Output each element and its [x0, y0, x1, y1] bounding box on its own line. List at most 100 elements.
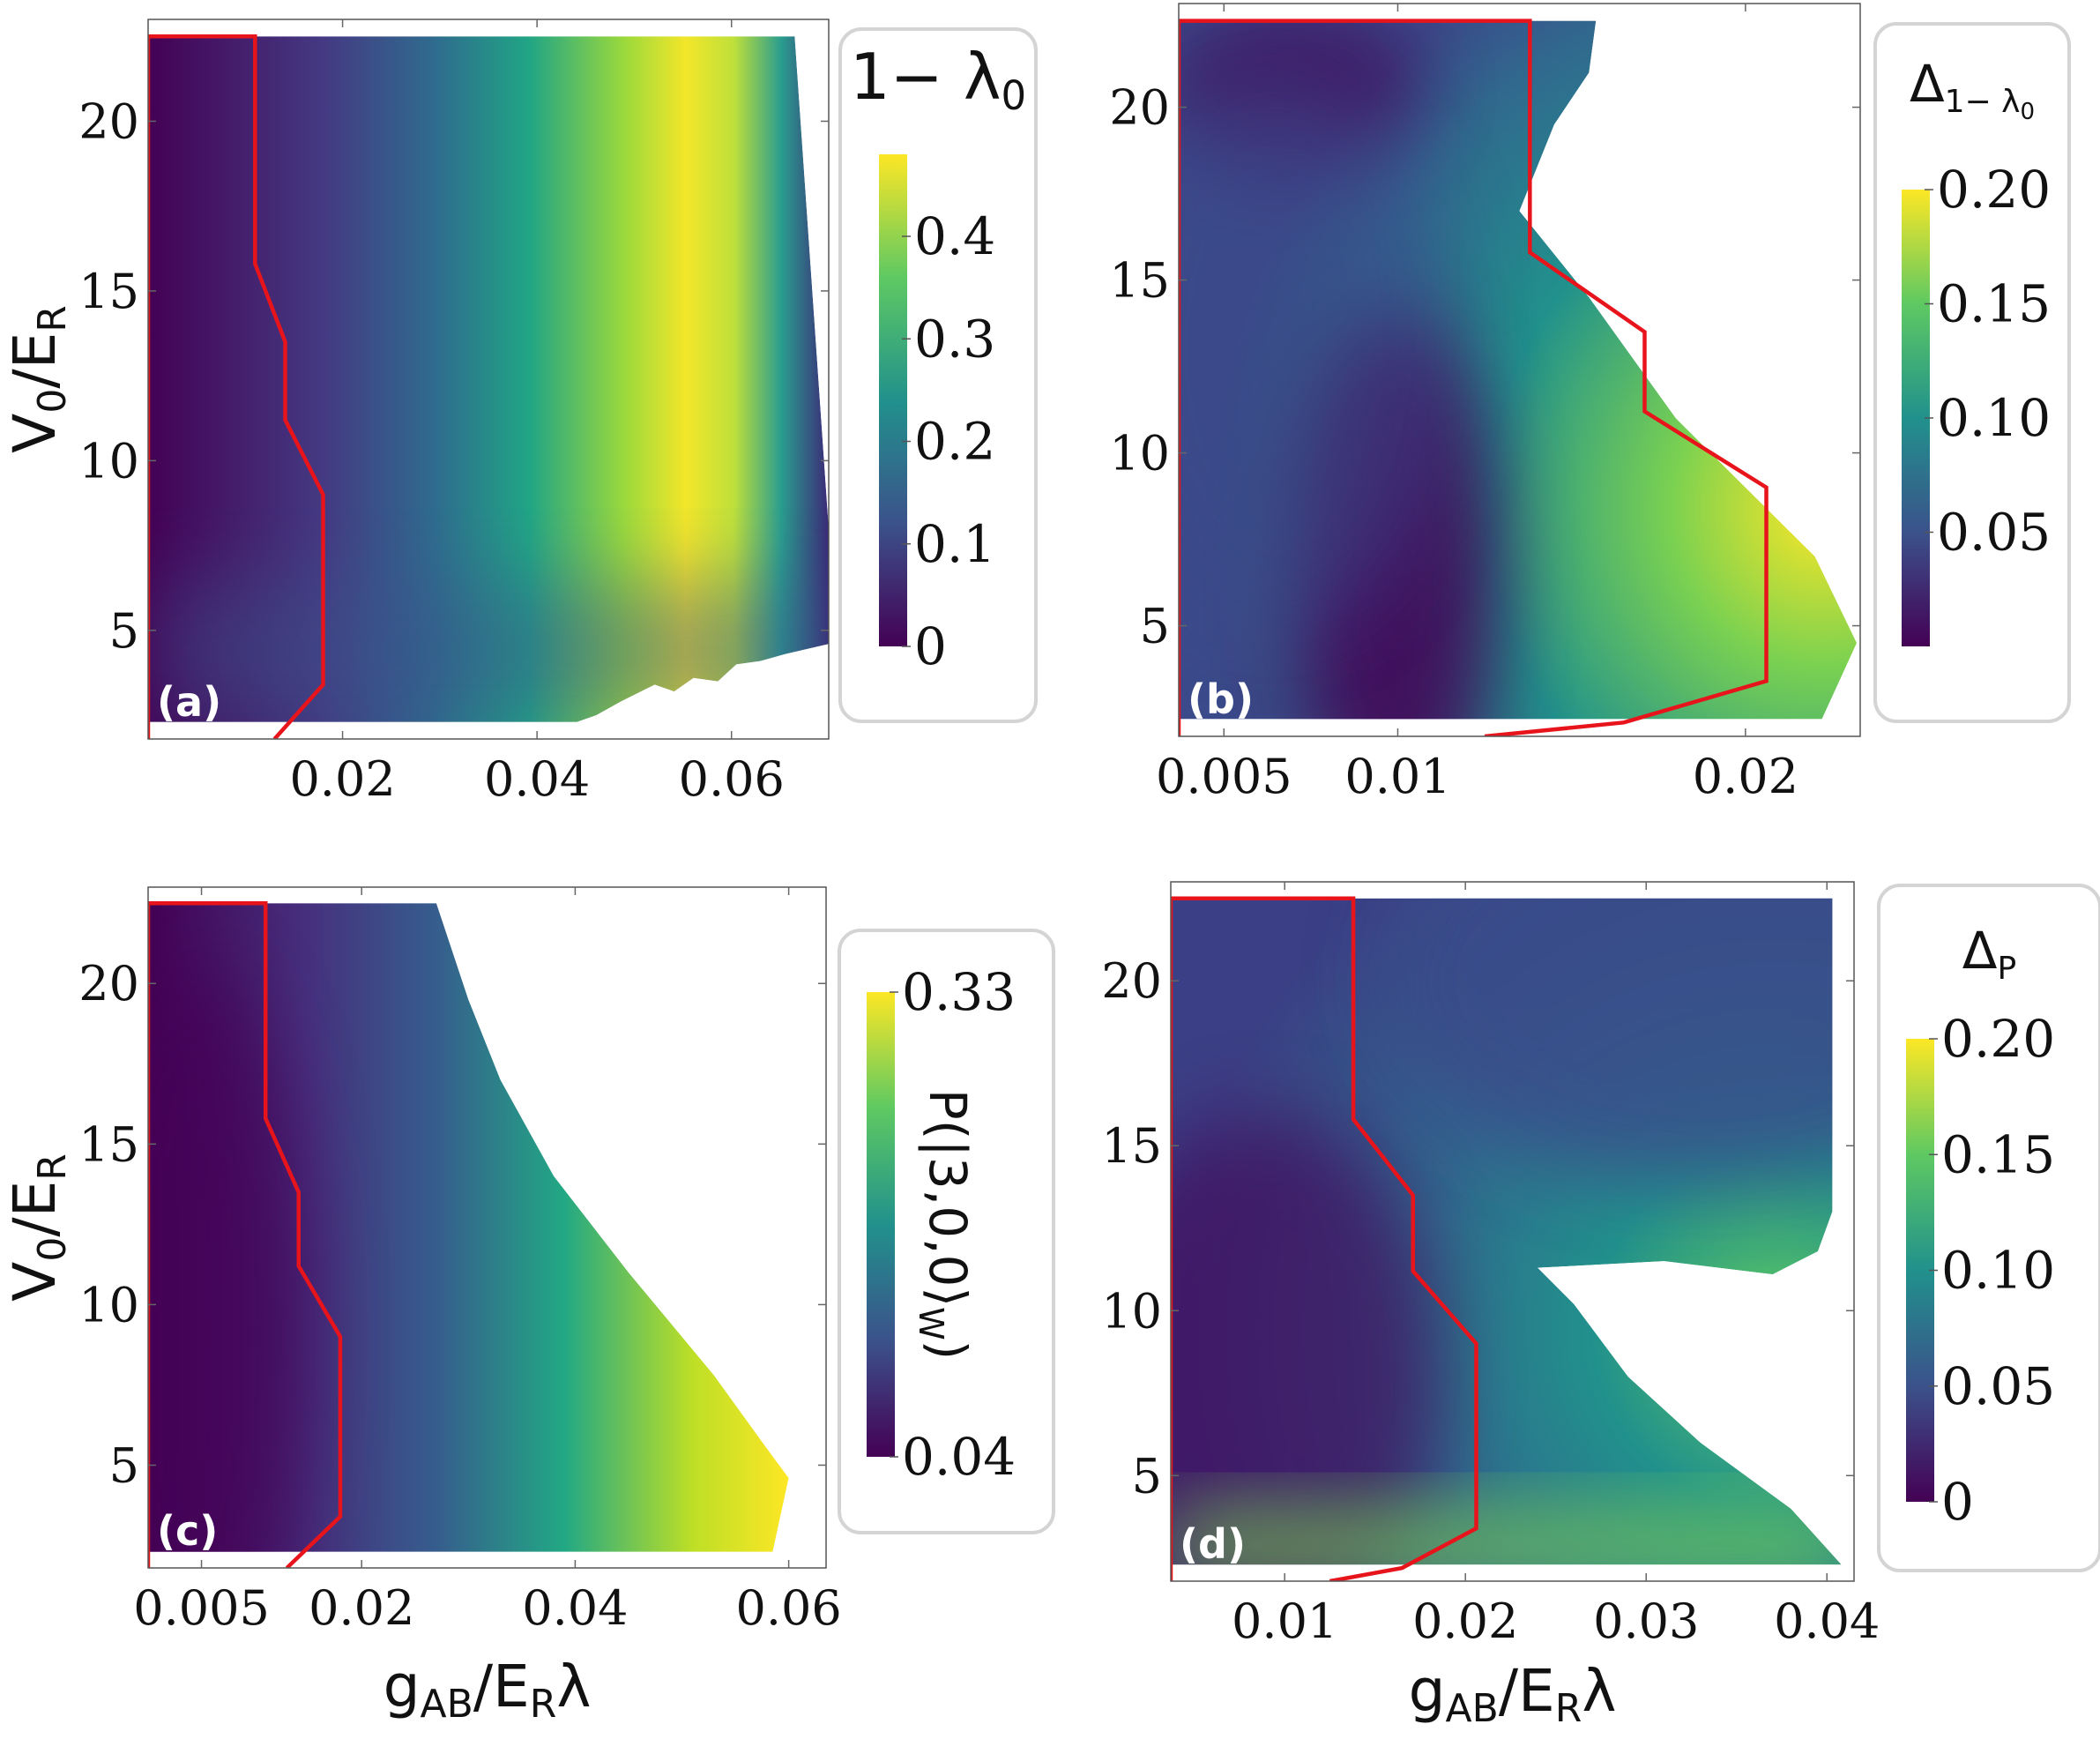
stability-boundary-line [1179, 19, 1769, 736]
x-tick-label: 0.005 [1156, 749, 1292, 804]
x-tick-label: 0.01 [1344, 749, 1450, 804]
colorbar-title: P(|3,0,0⟩W) [912, 1089, 978, 1361]
y-tick-label: 5 [1140, 599, 1170, 654]
plot-frame [147, 19, 830, 740]
x-axis-label-text: /E [473, 1653, 530, 1720]
x-tick-label: 0.02 [1693, 749, 1798, 804]
colorbar-tick-label: 0 [914, 616, 947, 676]
panel-label: (c) [157, 1507, 218, 1555]
colorbar-tick-label: 0 [1941, 1472, 1974, 1532]
colorbar-tick-label: 0.04 [902, 1427, 1016, 1487]
heatmap-shade [1171, 1508, 1842, 1565]
colorbar-tick-label: 0.05 [1941, 1356, 2055, 1416]
colorbar-title: ΔP [1962, 921, 2016, 987]
x-tick-label: 0.02 [289, 751, 395, 807]
colorbar-tick-label: 0.10 [1941, 1241, 2055, 1301]
panel-c: 0.005 0.02 0.04 0.065101520(c)V0/ERV0/ERgAB… [1, 886, 1055, 1727]
panel-label: (a) [157, 678, 221, 726]
colorbar-title: Δ1− λ0 [1910, 54, 2035, 125]
heatmap-domain [148, 36, 829, 722]
stability-boundary-line [148, 34, 325, 739]
y-axis-label: V0/ERV0/ER [1, 305, 75, 453]
heatmap [1171, 898, 1842, 1565]
colorbar-title-text: Δ [1962, 921, 1998, 981]
stability-boundary-line [1171, 896, 1478, 1581]
plot-frame [147, 886, 827, 1569]
y-tick-label: 20 [78, 956, 139, 1011]
x-axis-label-sub: AB [1446, 1686, 1499, 1731]
x-tick-label: 0.02 [1412, 1593, 1518, 1649]
y-tick-label: 5 [109, 603, 139, 659]
panel-b: 0.005 0.01 0.02 5 10 15 20 (b) 0.05 0.10 0.15 0.20 Δ… [1109, 3, 2071, 804]
colorbar-tick-label: 0.15 [1937, 274, 2051, 334]
panel-a: 0.02 0.04 0.065101520(a)V0/ERV0/ER00.10.20… [1, 19, 1038, 807]
x-tick-label: 0.02 [309, 1580, 414, 1636]
y-axis-label-text: V [1, 414, 69, 453]
colorbar-tick-label: 0.2 [914, 412, 995, 472]
y-tick-label: 5 [1132, 1448, 1162, 1504]
colorbar-tick-label: 0.4 [914, 206, 995, 266]
y-axis-label-text: /E [1, 332, 69, 389]
heatmap-shade [1179, 66, 1453, 631]
x-tick-label: 0.04 [1774, 1593, 1880, 1649]
colorbar-tick-label: 0.20 [1941, 1009, 2055, 1069]
x-axis-label: gAB/ERλgAB/ERλ [384, 1653, 592, 1727]
y-tick-label: 15 [1101, 1118, 1162, 1174]
y-tick-label: 10 [78, 1277, 139, 1332]
x-tick-label: 0.03 [1593, 1593, 1699, 1649]
colorbar-title: 1− λ0 [850, 40, 1026, 119]
y-tick-label: 20 [1109, 80, 1170, 136]
colorbar-title-text: 1− λ [850, 40, 1002, 114]
x-axis-label-text: λ [556, 1653, 591, 1720]
colorbar-title-sub: 0 [1002, 72, 1027, 119]
x-axis-label-text: /E [1499, 1657, 1555, 1725]
y-axis-label-sub: 0 [30, 1237, 75, 1262]
y-tick-label: 5 [109, 1437, 139, 1493]
colorbar-tick-label: 0.15 [1941, 1124, 2055, 1184]
x-tick-label: 0.04 [484, 751, 590, 807]
y-tick-label: 10 [1109, 426, 1170, 481]
x-axis-label-sub: R [530, 1682, 557, 1727]
heatmap-shade [148, 966, 306, 1552]
x-tick-label: 0.06 [735, 1580, 841, 1636]
x-axis-label-sub: AB [421, 1682, 473, 1727]
y-axis-label-sub: R [30, 1153, 75, 1181]
y-axis-label-sub: R [30, 305, 75, 332]
colorbar-tick-label: 0.1 [914, 514, 995, 574]
x-tick-label: 0.005 [133, 1580, 270, 1636]
heatmap-domain [148, 903, 789, 1552]
x-axis-label: gAB/ERλgAB/ERλ [1409, 1657, 1617, 1731]
colorbar-title-end: ) [918, 1340, 978, 1361]
y-axis-label: V0/ERV0/ER [1, 1153, 75, 1302]
y-tick-label: 15 [78, 1116, 139, 1172]
colorbar-tick-label: 0.10 [1937, 388, 2051, 448]
colorbar-title-sub: 1− λ [1945, 84, 2021, 120]
colorbar [879, 154, 907, 646]
x-axis-label-text: λ [1582, 1657, 1616, 1725]
y-tick-label: 10 [1101, 1283, 1162, 1339]
heatmap [148, 903, 789, 1552]
colorbar-title-sub: W [912, 1307, 950, 1340]
colorbar-title-text: Δ [1910, 54, 1945, 114]
heatmap [148, 36, 829, 722]
panel-label: (d) [1180, 1520, 1246, 1568]
x-axis-label-text: g [1409, 1657, 1446, 1725]
plot-frame [1178, 3, 1861, 737]
colorbar-title-subsub: 0 [2020, 99, 2035, 125]
heatmap-shade [1382, 898, 1842, 1184]
y-tick-label: 15 [1109, 253, 1170, 309]
y-axis-label-text: V [1, 1262, 69, 1302]
panel-d: 0.01 0.02 0.03 0.045101520(d)gAB/ERλgAB/ERλ… [1101, 881, 2100, 1731]
y-tick-label: 20 [1101, 953, 1162, 1009]
panel-label: (b) [1188, 675, 1254, 723]
x-tick-label: 0.06 [679, 751, 785, 807]
y-axis-label-text: /E [1, 1181, 69, 1237]
colorbar-tick-label: 0.33 [902, 962, 1016, 1022]
x-tick-label: 0.04 [522, 1580, 628, 1636]
plot-frame [1170, 881, 1855, 1582]
colorbar-tick-label: 0.3 [914, 309, 995, 369]
x-axis-label-sub: R [1555, 1686, 1582, 1731]
y-tick-label: 20 [78, 93, 139, 149]
y-tick-label: 10 [78, 433, 139, 489]
